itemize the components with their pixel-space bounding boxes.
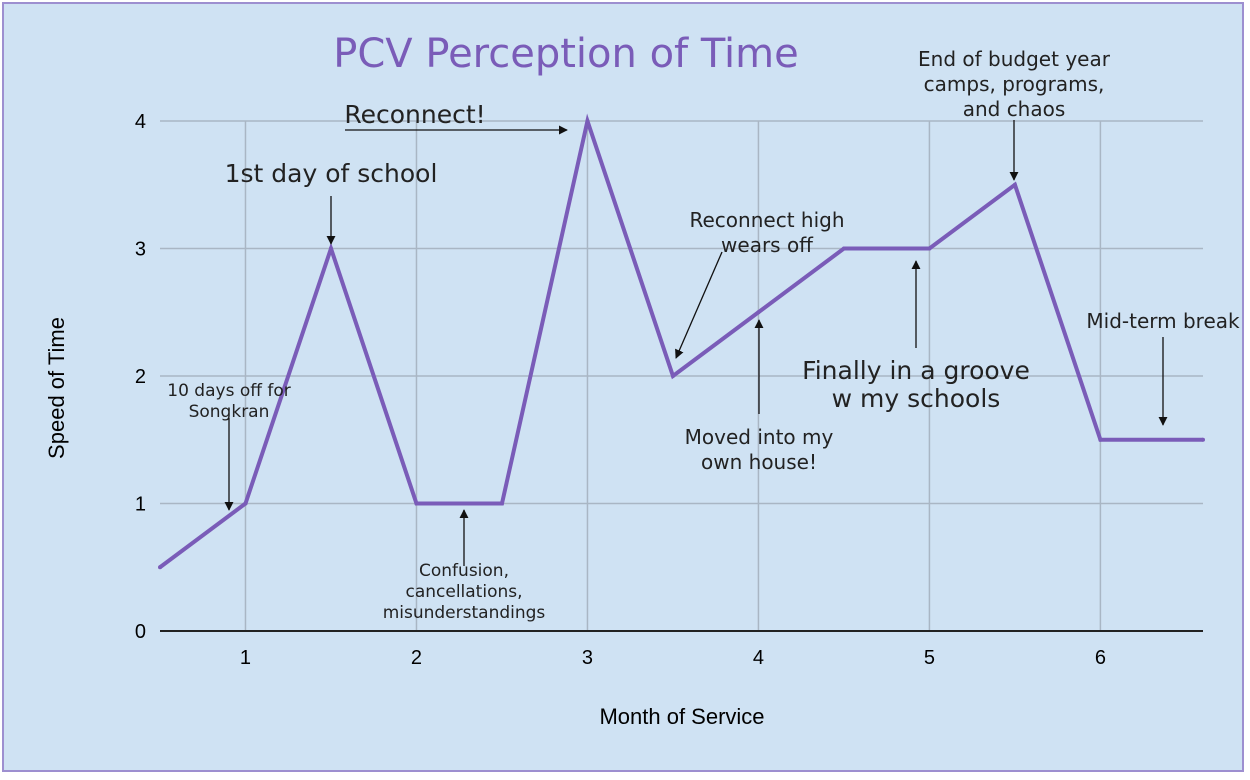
grid <box>160 120 1203 632</box>
annotation-text: camps, programs, <box>924 72 1105 96</box>
x-tick-label: 1 <box>240 647 251 669</box>
data-point <box>670 374 675 378</box>
x-tick-label: 5 <box>924 647 935 669</box>
y-tick-label: 3 <box>135 239 146 261</box>
annotation-text: 1st day of school <box>225 159 438 188</box>
y-tick-label: 4 <box>135 111 146 133</box>
data-point <box>1201 437 1205 442</box>
y-tick-label: 2 <box>135 366 146 388</box>
annotation-text: own house! <box>701 450 817 474</box>
chart-title: PCV Perception of Time <box>333 31 799 77</box>
annotation-text: Mid-term break <box>1086 309 1240 333</box>
annotation-arrow <box>675 251 723 359</box>
x-tick-label: 2 <box>411 647 422 669</box>
annotation-text: Reconnect high <box>690 208 845 232</box>
annotation-text: wears off <box>721 233 814 257</box>
tick-labels: 1 2 3 4 5 6 0 1 2 3 4 <box>135 111 1106 669</box>
annotation-text: Moved into my <box>685 425 834 449</box>
annotation-text: Reconnect! <box>344 100 485 129</box>
data-point <box>585 119 590 123</box>
annotation-text: Songkran <box>189 402 270 422</box>
annotation-text: cancellations, <box>405 582 522 602</box>
x-tick-label: 6 <box>1095 647 1106 669</box>
data-point <box>158 565 162 570</box>
y-tick-label: 0 <box>135 621 146 643</box>
annotation-text: End of budget year <box>918 47 1111 71</box>
y-tick-label: 1 <box>135 494 146 516</box>
annotation-text: misunderstandings <box>383 603 546 623</box>
series-layer <box>158 113 1205 570</box>
data-point <box>927 246 932 251</box>
annotation-text: Finally in a groove <box>802 356 1030 385</box>
data-point <box>1098 437 1103 442</box>
data-point <box>1012 182 1017 187</box>
x-tick-label: 3 <box>582 647 593 669</box>
data-point <box>328 246 333 251</box>
y-axis-title: Speed of Time <box>44 317 69 459</box>
x-tick-label: 4 <box>753 647 764 669</box>
annotation-text: w my schools <box>832 384 1001 413</box>
data-point <box>243 501 248 506</box>
data-point <box>499 501 504 506</box>
annotation-text: Confusion, <box>419 561 509 581</box>
data-point <box>756 310 761 315</box>
annotation-text: and chaos <box>963 97 1066 121</box>
data-point <box>414 501 419 506</box>
data-point <box>841 246 846 251</box>
x-axis-title: Month of Service <box>599 704 764 729</box>
annotation-text: 10 days off for <box>167 381 290 401</box>
